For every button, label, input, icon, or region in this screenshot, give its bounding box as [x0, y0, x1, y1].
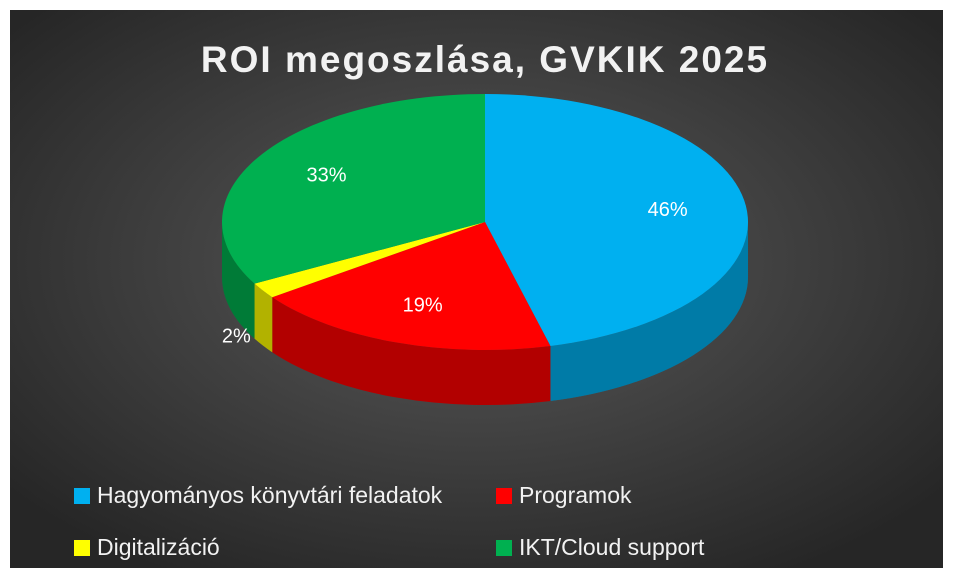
slice-wall: [254, 283, 273, 353]
legend-swatch: [496, 488, 512, 504]
slice-wall-shade: [254, 283, 273, 353]
chart-title: ROI megoszlása, GVKIK 2025: [201, 39, 769, 80]
legend-swatch: [496, 540, 512, 556]
data-label: 46%: [648, 199, 688, 221]
legend-label: Hagyományos könyvtári feladatok: [97, 482, 443, 508]
slice-wall: [550, 222, 748, 401]
legend-swatch: [74, 488, 90, 504]
data-label: 33%: [307, 165, 347, 187]
slice-wall: [222, 222, 255, 339]
slice: [272, 222, 551, 350]
slice: [254, 222, 485, 298]
legend-label: Digitalizáció: [97, 534, 220, 560]
legend: Hagyományos könyvtári feladatok Programok…: [74, 482, 705, 560]
slice-wall-shade: [222, 222, 255, 339]
slice: [485, 94, 748, 346]
slice: [222, 94, 485, 284]
legend-label: Programok: [519, 482, 632, 508]
slice-wall-shade: [550, 222, 748, 401]
data-labels: 46% 19% 2% 33%: [222, 165, 688, 348]
pie-tops: [222, 94, 748, 350]
legend-label: IKT/Cloud support: [519, 534, 705, 560]
slice-wall-shade: [272, 297, 551, 405]
slice-wall: [272, 297, 551, 405]
data-label: 2%: [222, 326, 251, 348]
pie-walls: [222, 222, 748, 405]
data-label: 19%: [403, 295, 443, 317]
legend-swatch: [74, 540, 90, 556]
